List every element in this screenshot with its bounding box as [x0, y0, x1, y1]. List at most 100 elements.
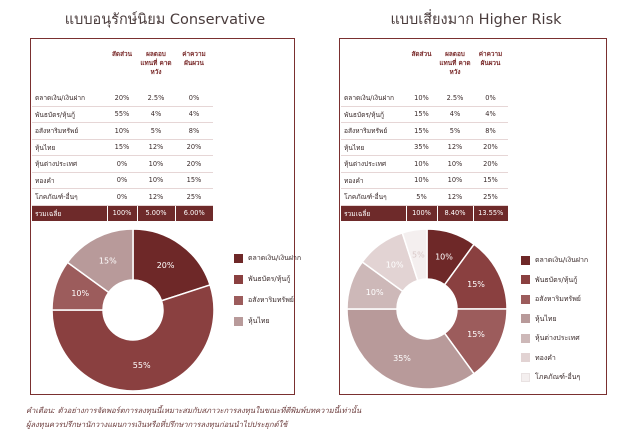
- legend-swatch: [521, 255, 530, 265]
- legend-swatch: [521, 353, 530, 362]
- legend-label: หุ้นไทย: [535, 314, 557, 323]
- legend-item: ทองคำ: [521, 352, 556, 364]
- col-header-return: ผลตอบ แทนที่ คาดหวัง: [439, 50, 471, 76]
- slice-data-label: 10%: [435, 253, 453, 262]
- cell-risk: 4%: [175, 106, 213, 123]
- col-header-asset: [32, 48, 107, 90]
- table-row: ตลาดเงิน/เงินฝาก 10% 2.5% 0%: [341, 90, 508, 107]
- cell-risk: 20%: [175, 139, 213, 156]
- slice-data-label: 20%: [157, 261, 175, 270]
- cell-weight: 100%: [406, 205, 438, 221]
- cell-return: 12%: [137, 188, 175, 206]
- cell-risk: 25%: [473, 188, 508, 206]
- table-row: พันธบัตร/หุ้นกู้ 15% 4% 4%: [341, 106, 508, 123]
- cell-asset: รวมเฉลี่ย: [32, 205, 108, 221]
- pie-slice: [66, 228, 134, 294]
- allocation-table-conservative: สัดส่วน ผลตอบ แทนที่ คาดหวัง ค่าความ ผัน…: [32, 48, 213, 221]
- legend-item: พันธบัตร/หุ้นกู้: [234, 273, 290, 285]
- cell-weight: 10%: [107, 122, 137, 140]
- legend-swatch: [521, 294, 530, 304]
- cell-risk: 15%: [175, 172, 213, 189]
- cell-return: 2.5%: [437, 90, 473, 107]
- legend-label: หุ้นไทย: [248, 317, 270, 325]
- cell-asset: หุ้นไทย: [341, 139, 406, 156]
- cell-asset: รวมเฉลี่ย: [341, 205, 407, 221]
- cell-weight: 100%: [107, 205, 138, 221]
- col-header-weight: สัดส่วน: [112, 50, 132, 58]
- pie-slice: [401, 228, 428, 282]
- legend-label: ตลาดเงิน/เงินฝาก: [535, 256, 589, 264]
- legend-label: พันธบัตร/หุ้นกู้: [248, 275, 291, 283]
- legend-swatch: [234, 253, 243, 263]
- disclaimer-line-2: ผู้ลงทุนควรปรึกษานักวางแผนการเงินหรือที่…: [26, 420, 288, 429]
- legend-higher-risk: ตลาดเงิน/เงินฝากพันธบัตร/หุ้นกู้อสังหาริ…: [521, 254, 607, 384]
- cell-asset: ทองคำ: [32, 172, 107, 189]
- cell-weight: 15%: [406, 106, 437, 123]
- cell-risk: 0%: [473, 90, 508, 107]
- cell-risk: 20%: [473, 155, 508, 173]
- cell-risk: 20%: [175, 155, 213, 173]
- legend-item: พันธบัตร/หุ้นกู้: [521, 274, 577, 286]
- slice-data-label: 15%: [467, 330, 485, 339]
- legend-swatch: [521, 333, 530, 343]
- cell-weight: 0%: [107, 172, 137, 189]
- cell-asset: อสังหาริมทรัพย์: [32, 122, 107, 140]
- legend-swatch: [521, 372, 530, 382]
- cell-risk: 13.55%: [473, 205, 508, 221]
- cell-asset: หุ้นต่างประเทศ: [32, 155, 107, 173]
- cell-risk: 6.00%: [175, 205, 213, 221]
- pie-slice: [51, 284, 215, 392]
- cell-return: 8.40%: [437, 205, 474, 221]
- donut-chart-higher-risk: 10% 15% 15% 35% 10% 10% 5%: [346, 228, 508, 390]
- cell-risk: 20%: [473, 139, 508, 156]
- table-row: หุ้นไทย 15% 12% 20%: [32, 139, 213, 156]
- cell-weight: 0%: [107, 155, 137, 173]
- pie-slice: [346, 308, 476, 390]
- legend-swatch: [234, 295, 243, 305]
- col-header-return: ผลตอบ แทนที่ คาดหวัง: [140, 50, 172, 76]
- col-header-asset: [341, 48, 406, 90]
- slice-data-label: 15%: [99, 257, 117, 266]
- donut-chart-conservative: 20% 55% 10% 15%: [51, 228, 215, 392]
- legend-swatch: [521, 275, 530, 284]
- cell-asset: โภคภัณฑ์-อื่นๆ: [32, 188, 107, 206]
- cell-asset: โภคภัณฑ์-อื่นๆ: [341, 188, 406, 206]
- cell-return: 10%: [437, 172, 473, 189]
- legend-item: อสังหาริมทรัพย์: [521, 293, 581, 305]
- cell-weight: 0%: [107, 188, 137, 206]
- slice-data-label: 15%: [467, 280, 485, 289]
- table-row: ตลาดเงิน/เงินฝาก 20% 2.5% 0%: [32, 90, 213, 107]
- cell-risk: 25%: [175, 188, 213, 206]
- cell-weight: 20%: [107, 90, 137, 107]
- cell-return: 5%: [137, 122, 175, 140]
- table-row: อสังหาริมทรัพย์ 10% 5% 8%: [32, 122, 213, 140]
- table-row: หุ้นไทย 35% 12% 20%: [341, 139, 508, 156]
- cell-return: 12%: [137, 139, 175, 156]
- cell-weight: 10%: [406, 155, 437, 173]
- pie-slice: [132, 228, 211, 302]
- legend-item: โภคภัณฑ์-อื่นๆ: [521, 371, 580, 383]
- cell-return: 10%: [437, 155, 473, 173]
- legend-item: หุ้นต่างประเทศ: [521, 332, 580, 344]
- cell-return: 10%: [137, 155, 175, 173]
- allocation-table-higher-risk: สัดส่วน ผลตอบ แทนที่ คาดหวัง ค่าความ ผัน…: [341, 48, 508, 221]
- slice-data-label: 35%: [393, 354, 411, 363]
- legend-label: อสังหาริมทรัพย์: [535, 295, 581, 303]
- cell-risk: 8%: [473, 122, 508, 140]
- cell-weight: 55%: [107, 106, 137, 123]
- higher-risk-panel: [339, 38, 607, 395]
- cell-risk: 0%: [175, 90, 213, 107]
- cell-weight: 5%: [406, 188, 437, 206]
- legend-item: อสังหาริมทรัพย์: [234, 294, 294, 306]
- cell-asset: พันธบัตร/หุ้นกู้: [341, 106, 406, 123]
- cell-return: 2.5%: [137, 90, 175, 107]
- col-header-weight: สัดส่วน: [411, 50, 432, 58]
- cell-weight: 10%: [406, 90, 437, 107]
- slice-data-label: 10%: [71, 289, 89, 298]
- legend-swatch: [521, 314, 530, 323]
- cell-return: 10%: [137, 172, 175, 189]
- cell-weight: 15%: [107, 139, 137, 156]
- cell-asset: ทองคำ: [341, 172, 406, 189]
- legend-conservative: ตลาดเงิน/เงินฝาก พันธบัตร/หุ้นกู้ อสังหาริ…: [234, 252, 304, 332]
- col-header-risk: ค่าความ ผันผวน: [182, 50, 206, 67]
